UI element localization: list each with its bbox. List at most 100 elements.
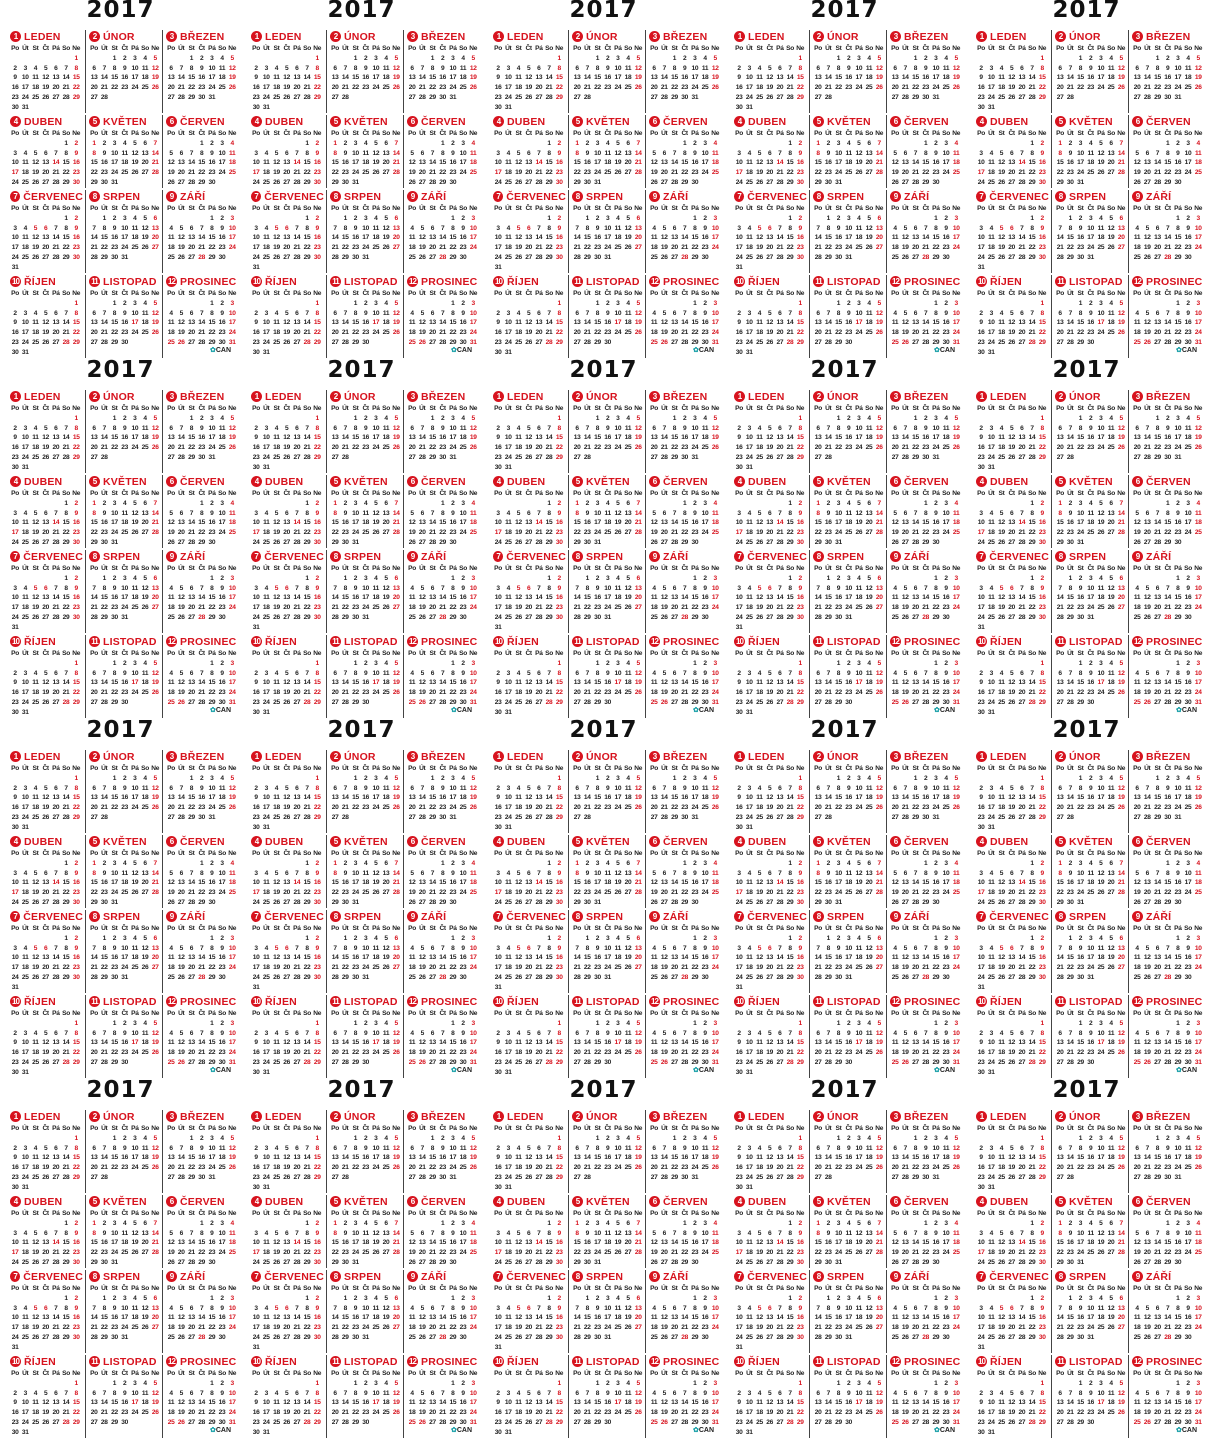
weekday-header: So [545,565,553,572]
weekday-header: Pá [1097,290,1105,297]
logo-icon: ✿ [209,347,216,354]
day-cell: 13 [776,434,784,442]
day-cell: 11 [167,594,175,602]
weekday-header: Ne [952,650,961,657]
empty-cell [996,139,1006,149]
month-number-badge: 8 [89,191,100,202]
weekday-header: St [671,290,678,297]
day-cell: 30 [11,463,19,471]
day-cell: 10 [111,149,118,157]
day-cell: 12 [469,64,477,72]
day-cell: 29 [439,538,447,546]
day-cell: 28 [392,529,400,537]
day-cell: 21 [814,244,822,252]
day-cell: 30 [932,538,940,546]
day-cell: 15 [429,434,436,442]
weekday-header: Po [735,565,743,572]
empty-cell [30,299,40,309]
day-cell: 15 [198,159,206,167]
day-cell: 19 [634,434,642,442]
day-cell: 4 [264,584,269,592]
month-name: BŘEZEN [904,390,949,403]
weekday-header: Po [814,565,822,572]
day-cell: 5 [626,574,630,582]
weekday-header: So [1184,205,1192,212]
day-cell: 4 [652,309,656,317]
day-cell: 7 [662,64,667,72]
day-cell: 17 [352,159,359,167]
month-name: LEDEN [748,30,785,43]
day-cell: 3 [1176,54,1180,62]
weekday-header: Út [178,565,185,572]
day-cell: 8 [826,584,831,592]
day-cell: 10 [131,424,139,432]
weekday-header: Po [891,290,899,297]
weekday-header: So [459,650,467,657]
day-cell: 1 [189,54,194,62]
day-cell: 19 [1194,74,1202,82]
weekday-header: Ne [875,130,884,137]
day-cell: 12 [42,679,50,687]
day-cell: 29 [555,698,563,706]
empty-cell [302,659,312,669]
day-cell: 25 [1097,244,1105,252]
day-cell: 4 [133,214,137,222]
day-cell: 27 [90,338,98,346]
day-cell: 22 [72,689,80,697]
empty-cell [744,659,754,669]
month-name: ČERVEN [421,115,466,128]
empty-cell [41,499,51,509]
day-cell: 30 [72,613,80,621]
day-cell: 6 [189,309,194,317]
day-cell: 26 [42,453,50,461]
weekday-header: Pá [131,205,139,212]
day-cell: 16 [1184,319,1192,327]
day-cell: 4 [274,669,279,677]
weekday-header: Út [902,490,909,497]
weekday-header: Pá [614,650,622,657]
day-cell: 26 [711,444,719,452]
day-cell: 14 [573,594,581,602]
day-cell: 6 [295,309,299,317]
month-days-grid: Po Út St Čt Pá So Ne 1 2 3 4 5 6 7 8 9 10 11 12 13 14 15 16 17 1… [813,129,884,188]
day-cell: 26 [998,253,1005,261]
day-cell: 9 [122,424,127,432]
empty-cell [544,54,554,64]
weekday-header: Po [331,565,339,572]
empty-cell [734,414,744,424]
day-cell: 10 [745,319,753,327]
day-cell: 1 [595,414,600,422]
day-cell: 20 [331,444,339,452]
day-cell: 6 [333,424,337,432]
day-cell: 28 [901,93,909,101]
day-cell: 7 [816,584,820,592]
day-cell: 28 [824,338,832,346]
day-cell: 10 [131,309,139,317]
day-cell: 5 [526,309,531,317]
day-cell: 15 [555,74,563,82]
day-cell: 27 [1018,338,1026,346]
day-cell: 4 [410,224,414,232]
weekday-header: Út [342,45,349,52]
day-cell: 12 [614,149,622,157]
month-days-grid: Po Út St Čt Pá So Ne 1 2 3 4 5 6 7 8 9 10 11 12 13 14 15 16 17 1… [1055,289,1126,348]
day-cell: 10 [855,424,863,432]
month-name: LEDEN [507,390,544,403]
day-cell: 2 [1186,214,1190,222]
weekday-header: Út [342,650,349,657]
day-cell: 9 [737,434,741,442]
day-cell: 8 [112,64,117,72]
day-cell: 12 [875,424,883,432]
day-cell: 1 [693,659,697,667]
day-cell: 1 [798,659,803,667]
day-cell: 27 [42,538,50,546]
empty-cell [1132,54,1142,64]
weekday-header: Út [101,650,108,657]
month-block: 9 ZÁŘÍ Po Út St Čt Pá So Ne 1 2 3 4 5 6 7 8 9 10 11 12 13 14 15… [403,550,480,633]
weekday-header: Čt [283,565,290,572]
weekday-header: Pá [208,565,216,572]
day-cell: 18 [1184,74,1192,82]
month-block: 8 SRPEN Po Út St Čt Pá So Ne 1 2 3 4 5 6 7 8 9 10 11 12 13 14 1… [85,550,162,633]
day-cell: 22 [555,84,563,92]
day-cell: 11 [141,669,149,677]
